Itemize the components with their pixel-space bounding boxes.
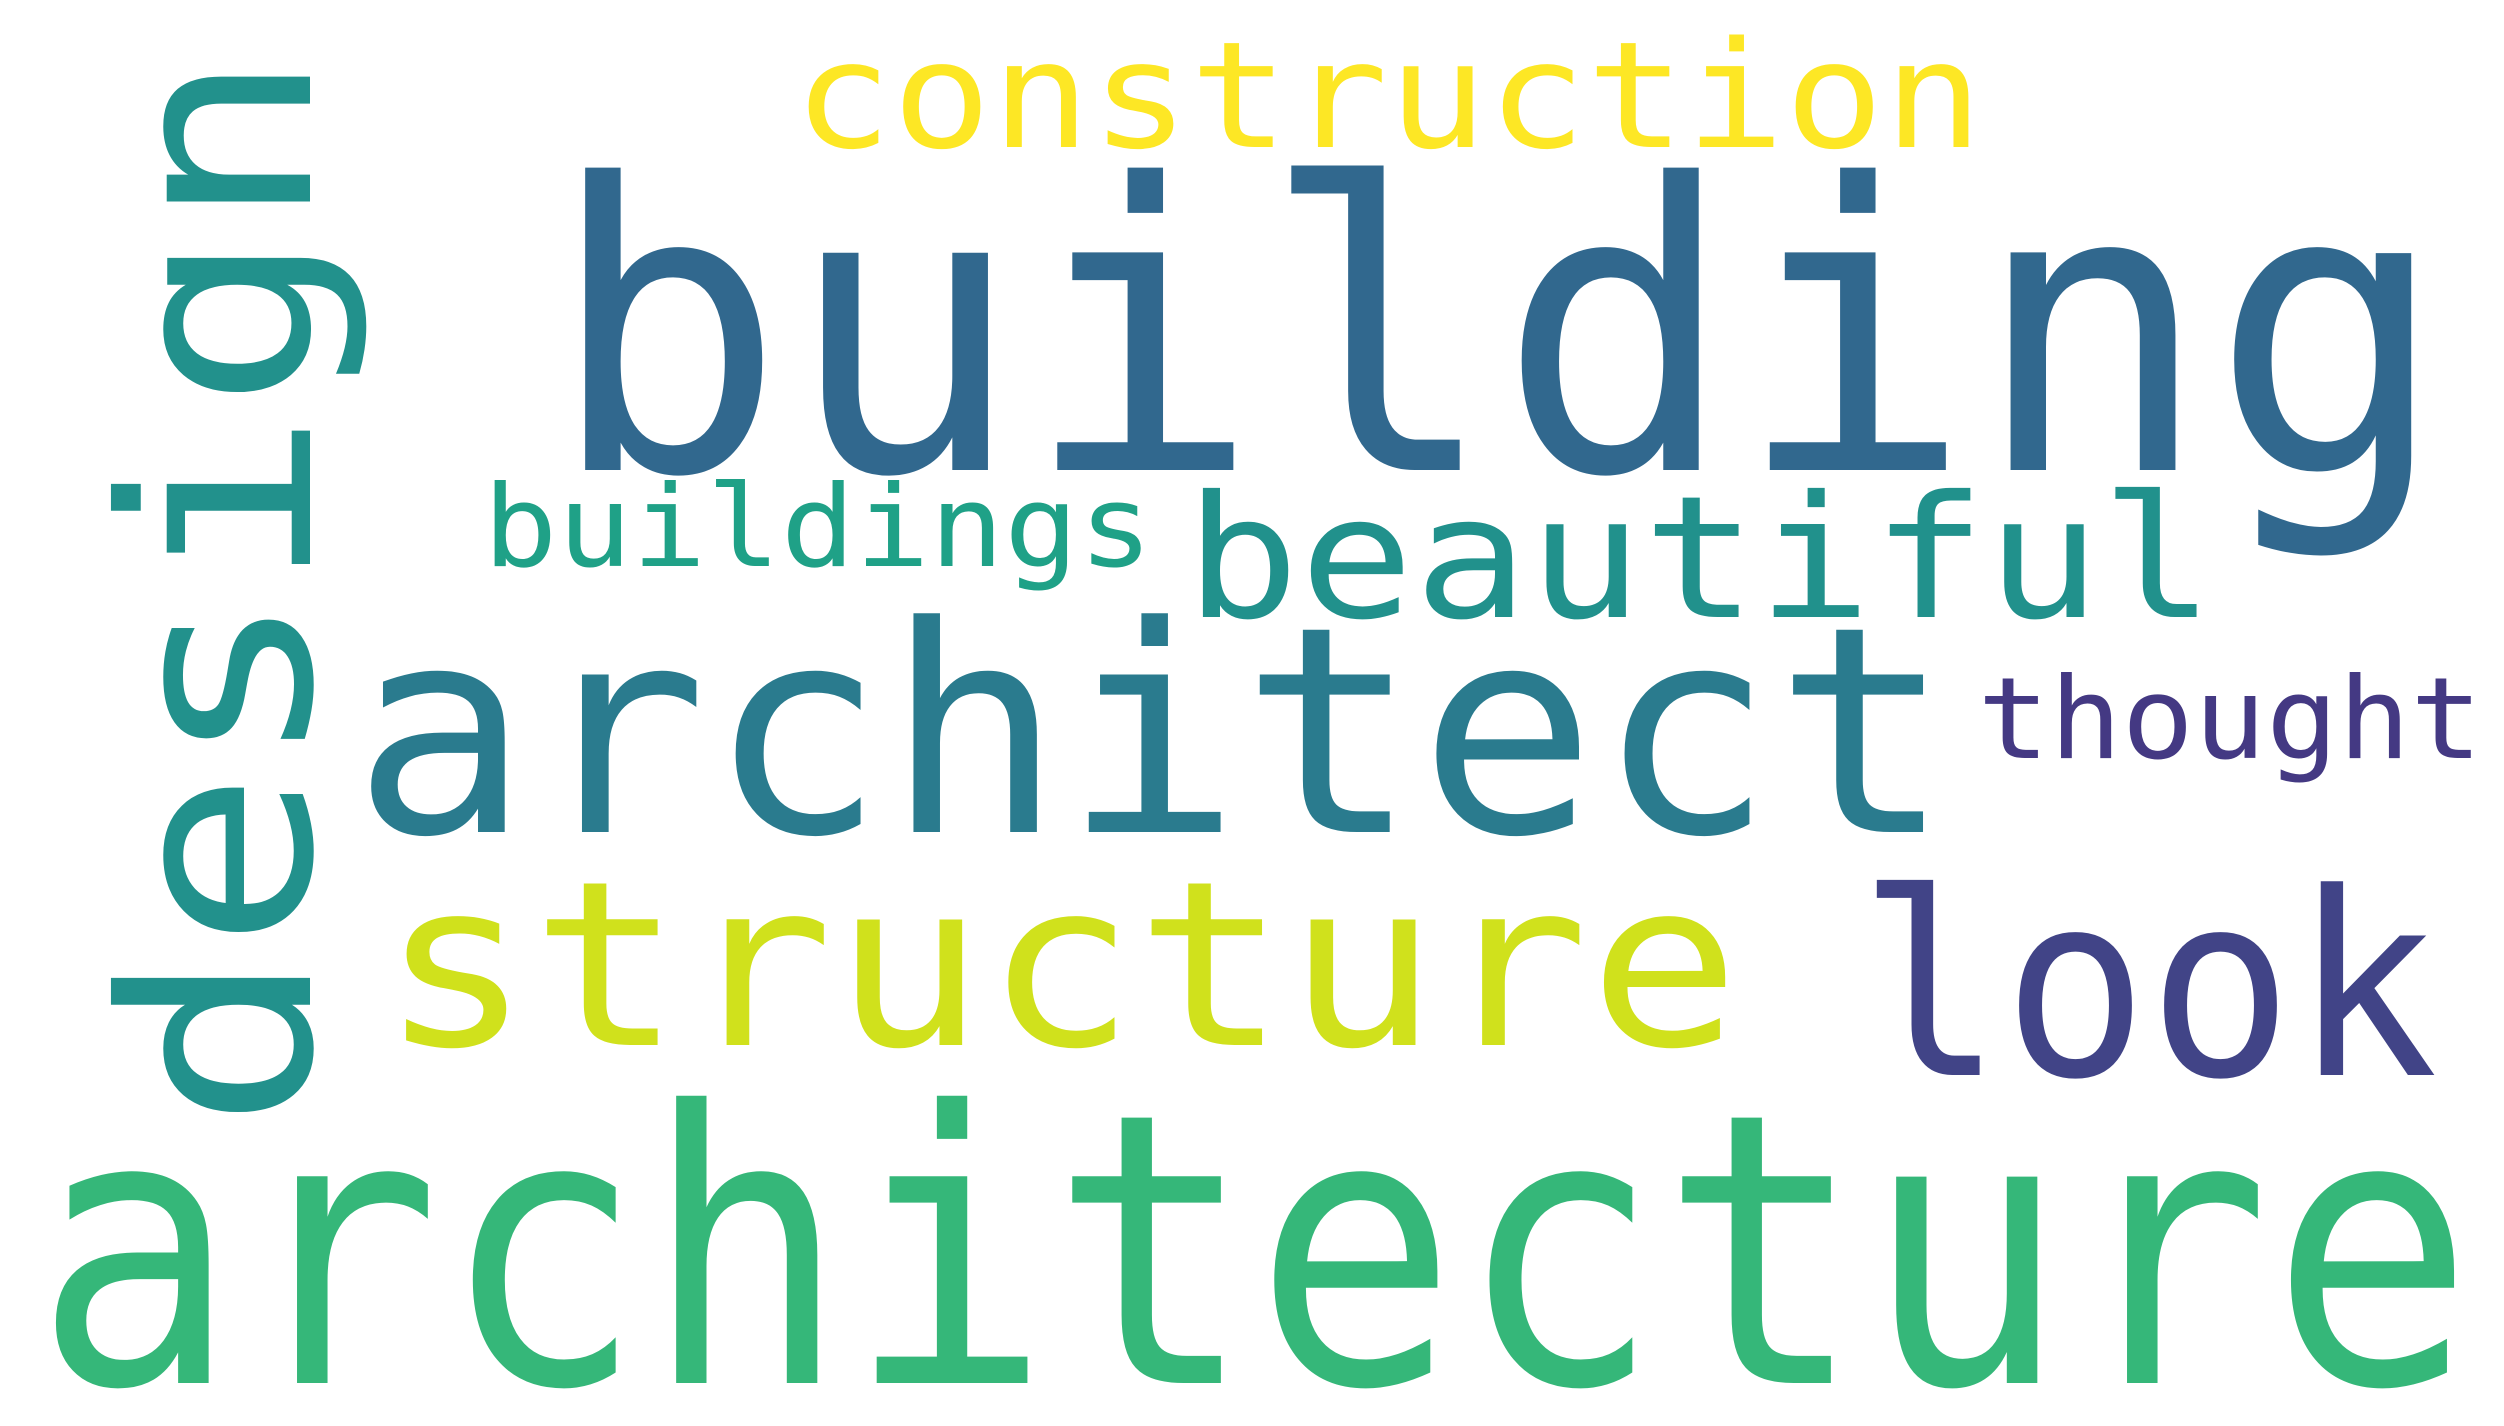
word-architecture: architecture [34,1033,2474,1426]
word-construction: construction [793,10,1983,182]
word-thought: thought [1978,653,2483,785]
word-beautiful: beautiful [1185,460,2215,658]
word-design: design [67,50,372,1130]
word-architect: architect [352,565,1952,900]
word-look: look [1858,839,2438,1136]
word-buildings: buildings [483,461,1153,593]
word-structure: structure [380,833,1740,1100]
word-building: building [548,101,2448,564]
